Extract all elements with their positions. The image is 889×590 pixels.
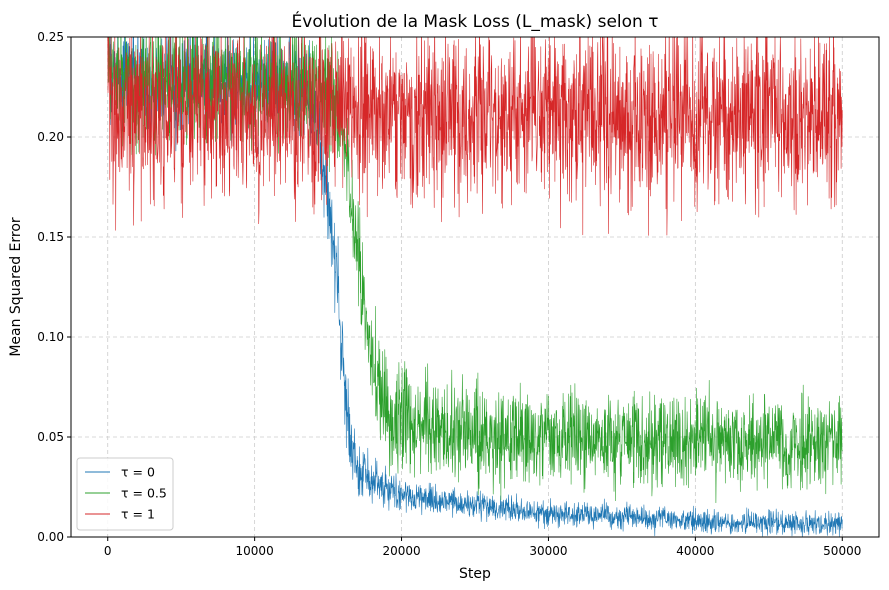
y-tick-label: 0.25 [37, 30, 64, 44]
legend-box [76, 457, 174, 531]
plot-frame [70, 36, 880, 538]
legend-label: τ = 0 [121, 465, 155, 480]
x-tick-label: 0 [104, 544, 112, 558]
series-line [107, 37, 843, 236]
y-tick-label: 0.20 [37, 130, 64, 144]
y-tick-label: 0.00 [37, 530, 64, 544]
x-axis-title: Step [459, 566, 491, 582]
legend-label: τ = 1 [121, 507, 155, 522]
x-tick-label: 30000 [529, 544, 567, 558]
legend: τ = 0 τ = 0.5 τ = 1 [76, 457, 174, 531]
x-tick-label: 10000 [236, 544, 274, 558]
x-tick-label: 40000 [676, 544, 714, 558]
legend-label: τ = 0.5 [121, 486, 167, 501]
x-tick-label: 50000 [823, 544, 861, 558]
series-line [107, 37, 843, 503]
y-tick-label: 0.05 [37, 430, 64, 444]
y-tick-label: 0.15 [37, 230, 64, 244]
axis-ticks: 0 10000 20000 30000 40000 50000 0.00 0.05 0.10 0.… [37, 30, 861, 558]
x-tick-label: 20000 [382, 544, 420, 558]
y-tick-label: 0.10 [37, 330, 64, 344]
series-lines [107, 37, 843, 537]
y-axis-title: Mean Squared Error [8, 217, 24, 357]
chart-title: Évolution de la Mask Loss (L_mask) selon… [292, 10, 659, 32]
